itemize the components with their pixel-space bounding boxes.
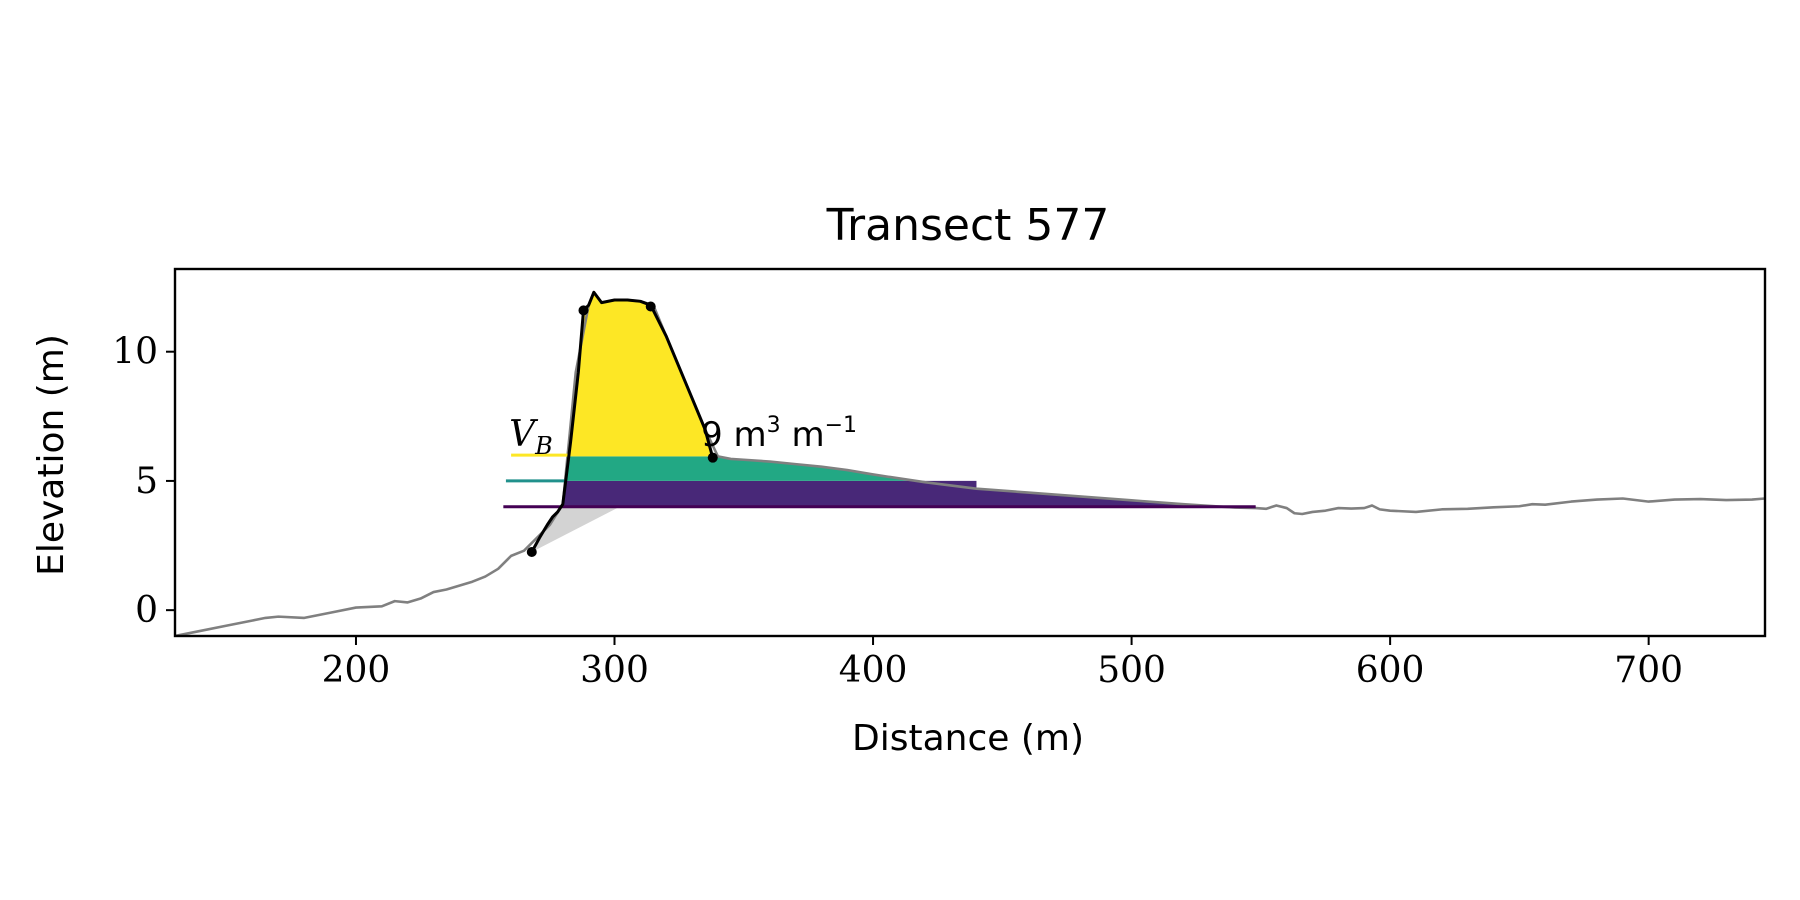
x-tick-label: 200 <box>322 650 391 691</box>
annotation-symbol: V <box>509 414 539 455</box>
toe-wedge-fill <box>531 504 620 553</box>
volume-annotation: VB <box>509 414 553 460</box>
y-axis-label: Elevation (m) <box>31 334 72 576</box>
y-tick-label: 10 <box>112 332 158 373</box>
dune-volume-fill <box>568 292 713 457</box>
dune-marker-2 <box>578 305 589 316</box>
annotation-value: 9 m3 m−1 <box>701 413 857 455</box>
dune-outline <box>530 290 715 553</box>
dune-marker-1 <box>526 547 537 558</box>
axes-frame <box>173 267 1767 638</box>
x-tick-label: 600 <box>1356 650 1425 691</box>
upper-band-fill <box>565 456 1034 481</box>
lower-band-fill <box>561 480 1256 507</box>
plot-content <box>175 290 1765 636</box>
axes: 200 300 400 500 600 700 0 5 10 <box>112 267 1767 691</box>
x-tick-label: 700 <box>1614 650 1683 691</box>
plot-area: VB 9 m3 m−1 <box>175 290 1765 636</box>
annotation-subscript: B <box>534 432 553 460</box>
dune-marker-4 <box>707 452 718 463</box>
y-tick-label: 5 <box>135 461 158 502</box>
y-tick-label: 0 <box>135 590 158 631</box>
x-axis-label: Distance (m) <box>852 718 1084 759</box>
chart-title: Transect 577 <box>826 200 1110 251</box>
x-tick-label: 500 <box>1097 650 1166 691</box>
x-tick-label: 400 <box>839 650 908 691</box>
x-tick-label: 300 <box>580 650 649 691</box>
dune-marker-3 <box>645 301 656 312</box>
profile-line <box>175 290 1765 636</box>
